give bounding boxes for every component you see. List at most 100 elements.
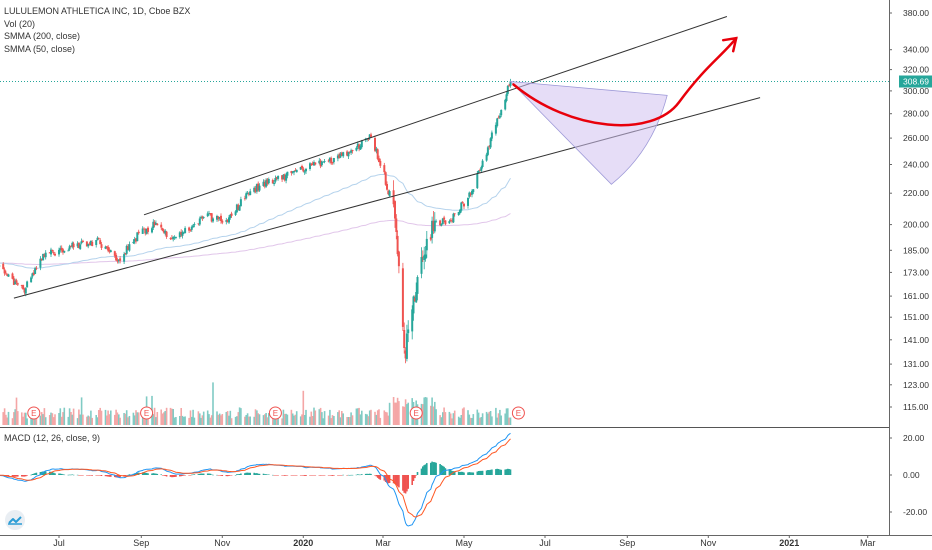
macd-histogram-bar — [44, 471, 47, 475]
macd-histogram-bar — [272, 474, 274, 476]
candle-body — [405, 333, 408, 359]
candle-body — [477, 170, 480, 173]
macd-histogram-bar — [212, 474, 214, 476]
volume-bar — [59, 408, 62, 425]
candle-body — [7, 274, 10, 277]
macd-histogram-bar — [173, 475, 176, 477]
earnings-marker[interactable]: E — [511, 406, 525, 420]
candle-body — [208, 213, 210, 215]
candle-body — [469, 193, 472, 195]
smma200-indicator-label[interactable]: SMMA (200, close) — [4, 31, 81, 41]
macd-histogram-bar — [376, 475, 379, 478]
candle-body — [100, 244, 103, 248]
volume-bar — [217, 414, 220, 425]
volume-bar — [469, 417, 472, 425]
macd-histogram-bar — [145, 472, 148, 475]
volume-bar — [434, 401, 436, 425]
smma50-indicator-label[interactable]: SMMA (50, close) — [4, 43, 76, 54]
macd-indicator-label[interactable]: MACD (12, 26, close, 9) — [4, 433, 101, 443]
volume-bar — [128, 416, 131, 425]
volume-bar — [43, 408, 46, 425]
earnings-marker[interactable]: E — [409, 406, 423, 420]
volume-bar — [192, 409, 194, 425]
volume-bar — [274, 417, 277, 425]
volume-bar — [86, 416, 88, 425]
macd-histogram-bar — [509, 469, 512, 475]
volume-bar — [448, 411, 451, 425]
macd-histogram-bar — [59, 473, 62, 475]
macd-histogram-bar — [491, 469, 493, 475]
macd-histogram-bar — [161, 475, 164, 476]
macd-histogram-bar — [192, 474, 194, 475]
macd-tick-label: 20.00 — [903, 433, 925, 443]
macd-histogram-bar — [100, 475, 103, 476]
volume-bar — [350, 412, 352, 425]
macd-histogram-bar — [453, 471, 456, 475]
volume-bar — [7, 411, 10, 425]
macd-histogram-bar — [290, 475, 293, 476]
macd-histogram-bar — [370, 473, 372, 475]
candle-body — [249, 191, 252, 195]
macd-histogram-bar — [293, 475, 295, 476]
macd-histogram-bar — [156, 473, 159, 475]
candle-body — [359, 146, 362, 150]
volume-bar — [172, 409, 174, 425]
volume-bar — [273, 414, 275, 425]
macd-histogram-bar — [152, 473, 155, 475]
candle-body — [97, 238, 100, 240]
candle-body — [30, 277, 33, 283]
macd-histogram-bar — [379, 475, 382, 480]
candle-body — [425, 238, 428, 251]
macd-histogram-bar — [507, 468, 509, 475]
volume-bar — [216, 411, 218, 425]
last-price-tag — [899, 75, 932, 88]
candle-body — [135, 238, 137, 242]
candle-body — [320, 161, 323, 166]
candle-body — [143, 228, 145, 230]
candle-body — [51, 249, 54, 251]
macd-histogram-bar — [499, 469, 501, 475]
candle-body — [441, 218, 444, 225]
macd-histogram-bar — [322, 475, 324, 476]
volume-bar — [99, 407, 101, 425]
macd-histogram-bar — [184, 475, 186, 476]
candle-body — [145, 228, 148, 234]
volume-bar — [319, 407, 322, 425]
candle-body — [182, 232, 185, 234]
volume-bar — [161, 413, 164, 425]
volume-bar — [375, 414, 378, 425]
macd-histogram-bar — [430, 462, 432, 475]
macd-histogram-bar — [71, 474, 74, 475]
time-tick-label: Nov — [700, 538, 717, 548]
macd-histogram-bar — [420, 468, 423, 475]
candle-body — [323, 161, 326, 162]
volume-bar — [302, 390, 305, 425]
volume-bar — [342, 413, 344, 425]
earnings-marker[interactable]: E — [268, 406, 282, 420]
earnings-marker-circle — [27, 406, 41, 420]
volume-bar — [226, 411, 229, 425]
macd-histogram-bar — [476, 471, 479, 475]
vol-indicator-label[interactable]: Vol (20) — [4, 18, 36, 29]
earnings-marker[interactable]: E — [140, 406, 154, 420]
tradingview-logo-icon[interactable] — [5, 510, 25, 530]
candle-body — [12, 278, 15, 285]
candle-body — [451, 220, 453, 222]
time-tick-label: Mar — [375, 538, 391, 548]
candle-body — [216, 216, 218, 220]
macd-histogram-bar — [171, 475, 173, 478]
candle-body — [498, 115, 501, 118]
volume-bar — [118, 414, 120, 425]
volume-bar — [234, 416, 237, 425]
macd-histogram-bar — [50, 471, 52, 475]
candle-body — [347, 152, 350, 157]
macd-histogram-bar — [107, 475, 109, 477]
macd-histogram-bar — [387, 475, 390, 484]
candle-body — [200, 216, 203, 219]
macd-histogram-bar — [189, 475, 192, 476]
macd-histogram-bar — [70, 474, 72, 476]
candle-body — [496, 118, 499, 126]
volume-bar — [133, 415, 136, 425]
earnings-marker[interactable]: E — [27, 406, 41, 420]
